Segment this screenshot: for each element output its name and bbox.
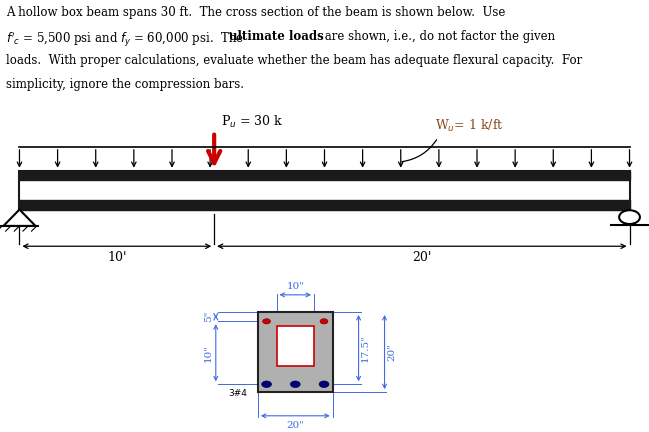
Text: loads.  With proper calculations, evaluate whether the beam has adequate flexura: loads. With proper calculations, evaluat…: [6, 54, 583, 67]
Text: 17.5": 17.5": [361, 334, 370, 362]
Text: 20": 20": [387, 343, 396, 361]
Bar: [19, 171, 630, 210]
Bar: [19, 171, 630, 180]
Text: 5": 5": [204, 311, 213, 322]
Circle shape: [262, 381, 271, 388]
Text: P$_u$ = 30 k: P$_u$ = 30 k: [221, 114, 283, 130]
FancyArrowPatch shape: [402, 140, 437, 162]
Text: are shown, i.e., do not factor the given: are shown, i.e., do not factor the given: [321, 30, 556, 43]
Text: simplicity, ignore the compression bars.: simplicity, ignore the compression bars.: [6, 78, 245, 91]
Text: 20": 20": [286, 421, 304, 430]
Bar: [276, 326, 314, 365]
Bar: [258, 312, 333, 392]
Text: 3#4: 3#4: [229, 388, 248, 397]
Text: 10': 10': [107, 251, 127, 264]
Text: W$_u$= 1 k/ft: W$_u$= 1 k/ft: [435, 118, 504, 134]
Circle shape: [619, 210, 640, 224]
Circle shape: [319, 381, 329, 388]
Text: A hollow box beam spans 30 ft.  The cross section of the beam is shown below.  U: A hollow box beam spans 30 ft. The cross…: [6, 6, 506, 19]
Circle shape: [291, 381, 300, 388]
Text: 10": 10": [204, 344, 213, 362]
Text: $f'_c$ = 5,500 psi and $f_y$ = 60,000 psi.  The: $f'_c$ = 5,500 psi and $f_y$ = 60,000 ps…: [6, 30, 245, 49]
Bar: [19, 200, 630, 210]
Text: 20': 20': [412, 251, 432, 264]
Circle shape: [320, 319, 328, 324]
Polygon shape: [3, 210, 36, 226]
Text: 10": 10": [286, 283, 304, 292]
Text: ultimate loads: ultimate loads: [229, 30, 324, 43]
Text: 2#3: 2#3: [271, 311, 290, 320]
Circle shape: [263, 319, 271, 324]
Bar: [19, 180, 630, 200]
